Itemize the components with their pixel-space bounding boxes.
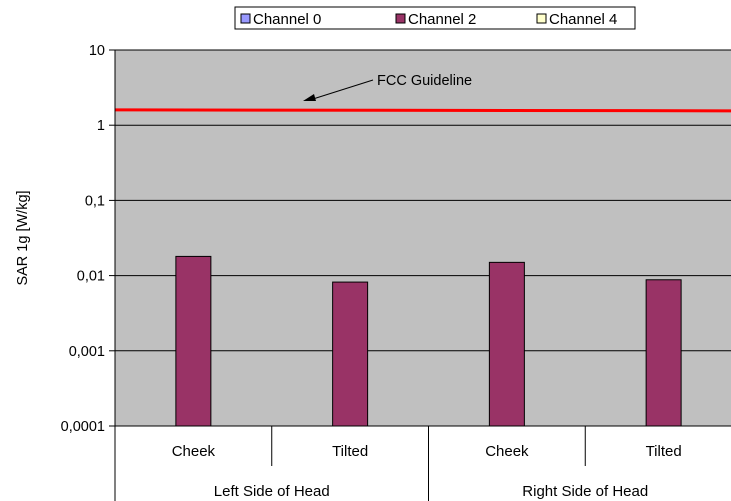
fcc-guideline-line [114,108,731,113]
y-tick-label: 0,1 [85,193,105,209]
x-category-label: Cheek [172,443,216,460]
fcc-guideline-annotation: FCC Guideline [303,73,472,101]
y-tick-label: 0,001 [69,344,105,360]
x-group-label: Right Side of Head [522,483,648,500]
y-axis-ticks: 10 1 0,1 0,01 0,001 0,0001 [61,43,115,435]
legend-swatch-channel-0 [240,13,251,24]
legend-swatch-channel-4 [536,13,547,24]
bar [645,279,682,427]
legend: Channel 0 Channel 2 Channel 4 [234,6,636,30]
y-tick-label: 1 [97,118,105,134]
bars [175,255,682,427]
bar [332,281,369,427]
plot-area [115,50,731,426]
legend-swatch-channel-2 [395,13,406,24]
x-category-label: Tilted [646,443,682,460]
y-tick-label: 0,0001 [61,419,105,435]
legend-label-channel-2: Channel 2 [408,11,476,28]
x-category-label: Cheek [485,443,529,460]
bar [488,261,525,427]
fcc-guideline [114,108,731,113]
annotation-arrow-line [312,79,374,100]
y-axis-label: SAR 1g [W/kg] [15,190,31,285]
legend-label-channel-4: Channel 4 [549,11,617,28]
x-category-label: Tilted [332,443,368,460]
fcc-guideline-label: FCC Guideline [377,73,472,89]
legend-box [234,6,636,30]
x-group-label: Left Side of Head [214,483,330,500]
annotation-arrow-head [303,94,316,101]
legend-label-channel-0: Channel 0 [253,11,321,28]
y-tick-label: 0,01 [77,269,105,285]
bar [175,255,212,427]
x-axis: Cheek Tilted Cheek Tilted Left Side of Head R… [114,425,731,501]
y-tick-label: 10 [89,43,105,59]
